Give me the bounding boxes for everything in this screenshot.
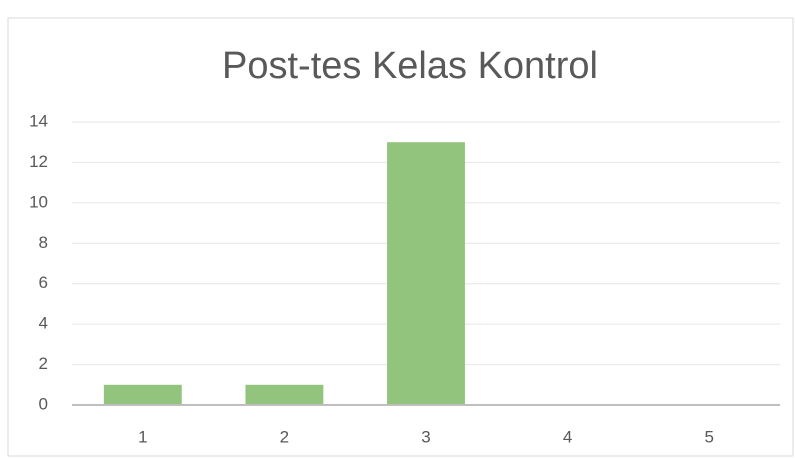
y-tick-label: 14 bbox=[29, 111, 48, 130]
y-tick-label: 2 bbox=[39, 354, 48, 373]
bar bbox=[387, 142, 465, 405]
x-tick-label: 4 bbox=[563, 427, 572, 446]
y-tick-label: 10 bbox=[29, 192, 48, 211]
bar bbox=[103, 384, 182, 405]
chart-title: Post-tes Kelas Kontrol bbox=[222, 45, 598, 87]
y-tick-label: 6 bbox=[39, 273, 48, 292]
x-tick-label: 1 bbox=[138, 427, 147, 446]
x-tick-label: 3 bbox=[421, 427, 430, 446]
y-tick-label: 12 bbox=[29, 152, 48, 171]
y-tick-label: 0 bbox=[39, 394, 48, 413]
bar bbox=[245, 384, 324, 405]
y-tick-label: 8 bbox=[39, 233, 48, 252]
x-tick-label: 2 bbox=[280, 427, 289, 446]
y-tick-label: 4 bbox=[39, 314, 48, 333]
x-tick-label: 5 bbox=[704, 427, 713, 446]
